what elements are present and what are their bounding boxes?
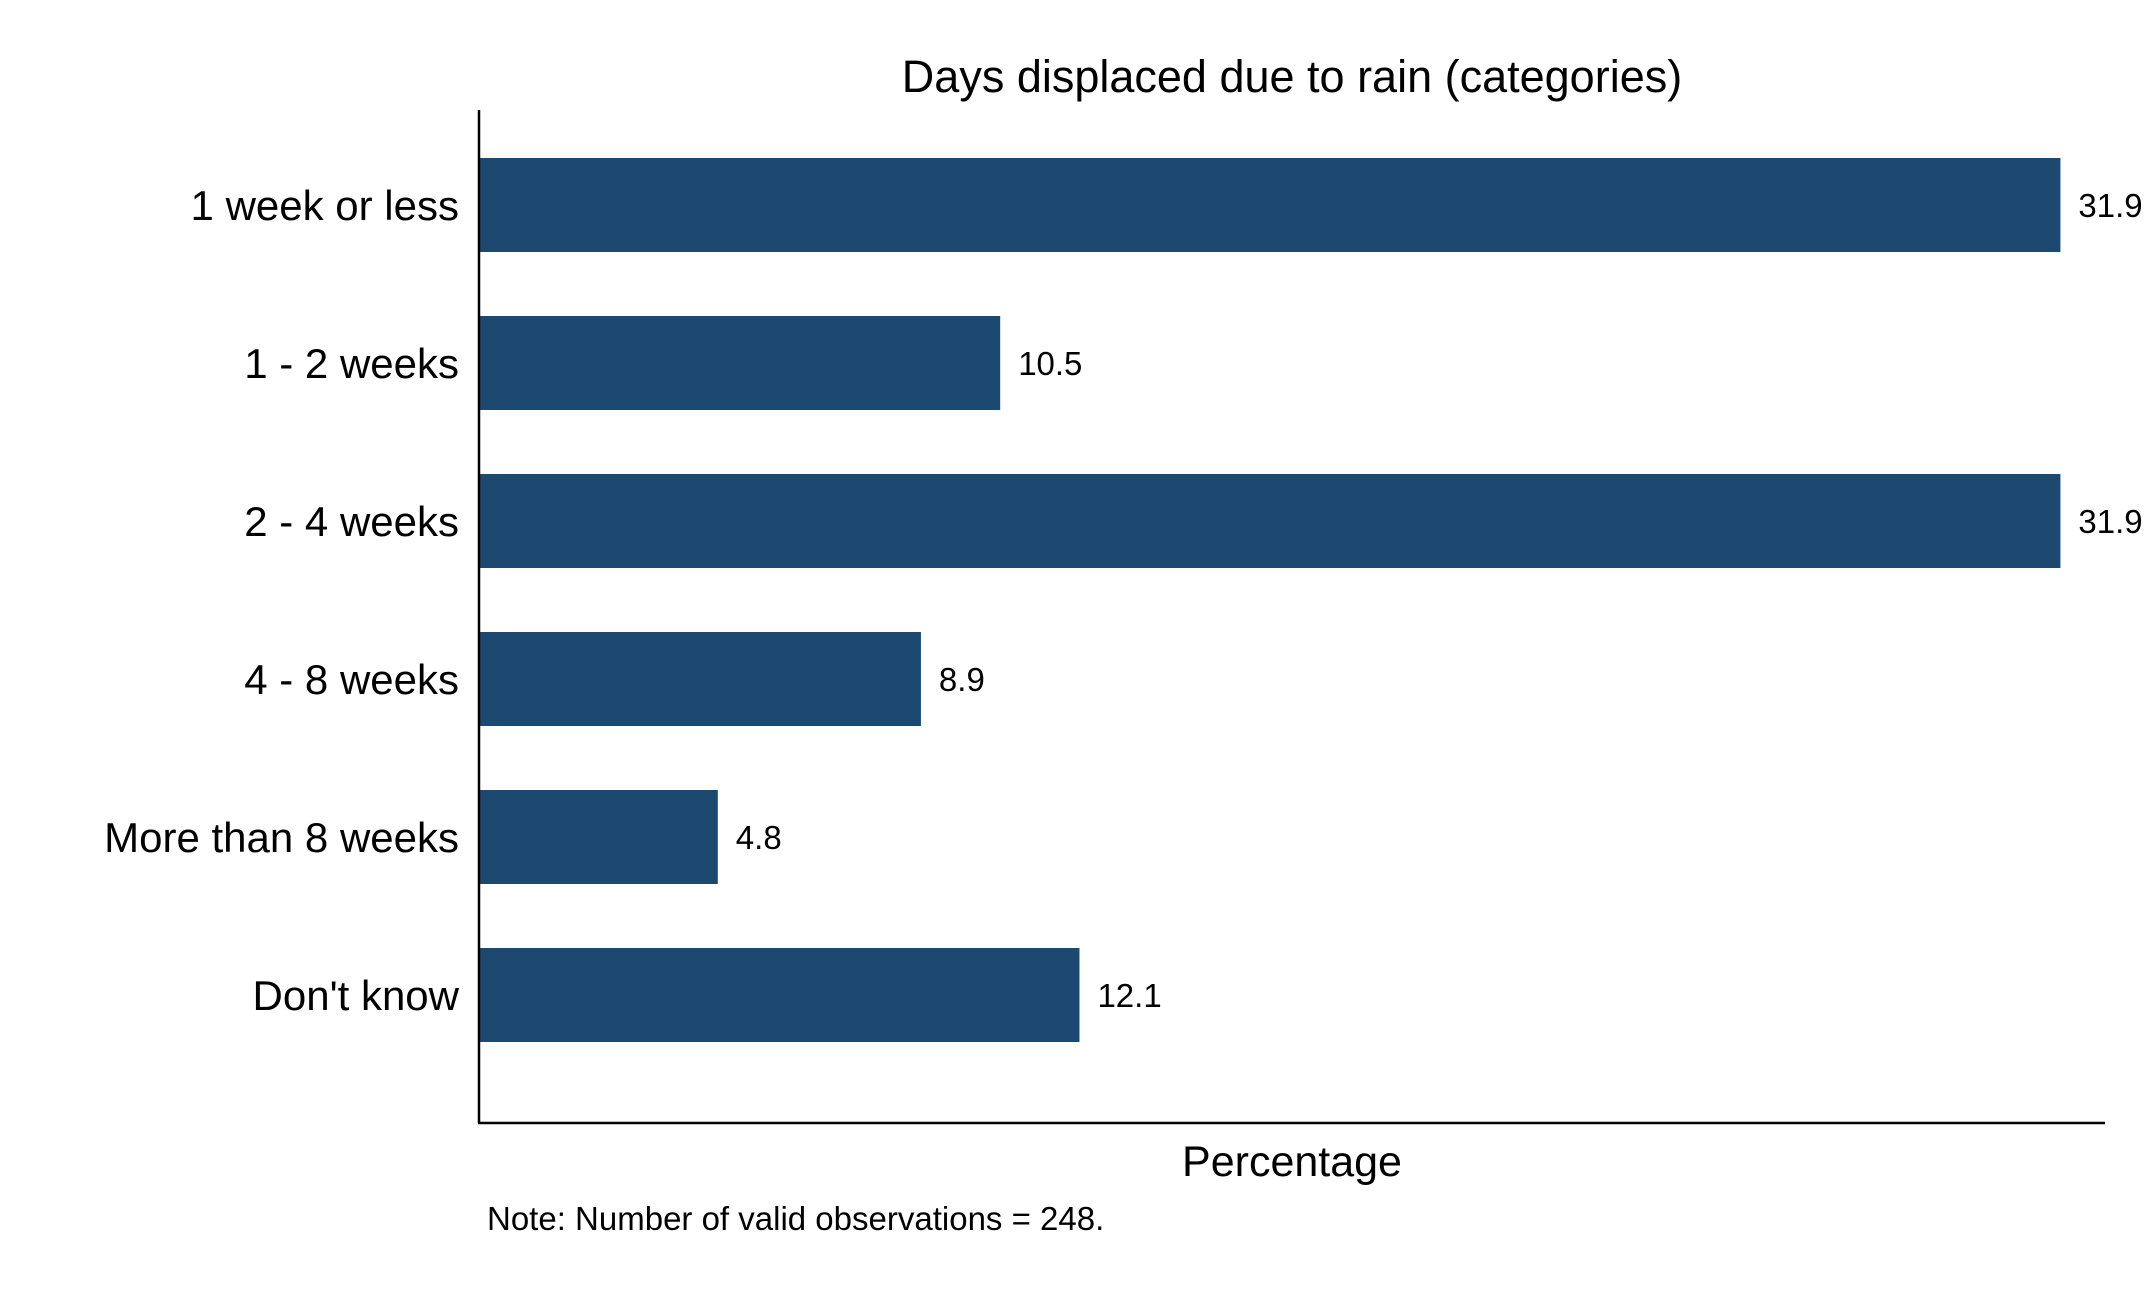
chart-title: Days displaced due to rain (categories) xyxy=(902,51,1682,102)
bar-4 xyxy=(480,790,718,884)
category-label-2: 2 - 4 weeks xyxy=(244,498,459,545)
value-label-5: 12.1 xyxy=(1097,977,1161,1014)
x-axis-title: Percentage xyxy=(1182,1138,1402,1186)
bar-0 xyxy=(480,158,2061,252)
bar-3 xyxy=(480,632,921,726)
bar-2 xyxy=(480,474,2061,568)
category-label-1: 1 - 2 weeks xyxy=(244,340,459,387)
category-label-5: Don't know xyxy=(253,972,460,1019)
category-label-3: 4 - 8 weeks xyxy=(244,656,459,703)
bars-group xyxy=(480,158,2061,1042)
value-label-1: 10.5 xyxy=(1018,345,1082,382)
value-label-3: 8.9 xyxy=(939,661,985,698)
value-labels-group: 31.9 10.5 31.9 8.9 4.8 12.1 xyxy=(736,187,2143,1014)
chart-note: Note: Number of valid observations = 248… xyxy=(487,1200,1104,1237)
value-label-2: 31.9 xyxy=(2078,503,2142,540)
value-label-4: 4.8 xyxy=(736,819,782,856)
bar-5 xyxy=(480,948,1080,1042)
category-labels-group: 1 week or less 1 - 2 weeks 2 - 4 weeks 4 - … xyxy=(104,182,460,1019)
category-label-0: 1 week or less xyxy=(191,182,459,229)
category-label-4: More than 8 weeks xyxy=(104,814,459,861)
value-label-0: 31.9 xyxy=(2078,187,2142,224)
bar-1 xyxy=(480,316,1001,410)
